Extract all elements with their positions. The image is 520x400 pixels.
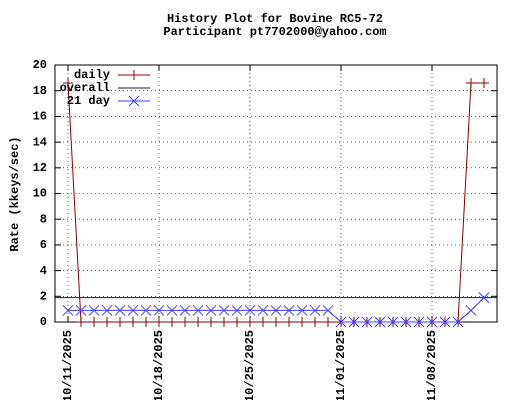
data-point — [439, 316, 451, 328]
legend-label: daily — [74, 68, 110, 82]
data-point — [270, 305, 282, 316]
y-tick-label: 0 — [40, 315, 47, 329]
data-point — [140, 305, 152, 316]
data-point — [478, 292, 490, 303]
data-point — [88, 305, 100, 316]
data-point — [75, 305, 87, 316]
data-point — [348, 316, 360, 328]
data-point — [141, 317, 151, 327]
x-tick-label: 10/25/2025 — [243, 330, 257, 400]
data-point — [206, 317, 216, 327]
data-point — [258, 317, 268, 327]
x-tick-label: 11/01/2025 — [334, 330, 348, 400]
data-point — [62, 305, 74, 316]
data-point — [101, 305, 113, 316]
legend-marker — [128, 95, 140, 107]
data-point — [335, 316, 347, 328]
data-point — [153, 305, 165, 316]
x-tick-label: 10/18/2025 — [152, 330, 166, 400]
data-point — [193, 317, 203, 327]
y-tick-label: 16 — [33, 110, 47, 124]
y-tick-label: 4 — [40, 264, 47, 278]
data-point — [374, 316, 386, 328]
data-point — [231, 305, 243, 316]
data-point — [128, 317, 138, 327]
data-point — [167, 317, 177, 327]
data-point — [76, 317, 86, 327]
data-point — [192, 305, 204, 316]
data-point — [166, 305, 178, 316]
y-tick-label: 6 — [40, 238, 47, 252]
data-point — [271, 317, 281, 327]
y-axis-label: Rate (kkeys/sec) — [8, 136, 22, 251]
data-point — [283, 305, 295, 316]
data-point — [179, 305, 191, 316]
data-point — [479, 77, 489, 88]
legend-marker — [129, 70, 139, 80]
data-point — [257, 305, 269, 316]
data-point — [284, 317, 294, 327]
data-point — [115, 317, 125, 327]
data-point — [102, 317, 112, 327]
data-point — [309, 305, 321, 316]
data-point — [310, 317, 320, 327]
y-tick-label: 18 — [33, 84, 47, 98]
data-point — [322, 305, 334, 316]
chart-subtitle: Participant pt7702000@yahoo.com — [163, 25, 386, 39]
data-point — [63, 77, 73, 88]
x-tick-label: 10/11/2025 — [61, 330, 75, 400]
y-tick-label: 14 — [33, 135, 47, 149]
y-tick-label: 20 — [33, 58, 47, 72]
legend-label: 21 day — [67, 94, 110, 108]
y-tick-label: 2 — [40, 289, 47, 303]
data-point — [180, 317, 190, 327]
data-point — [218, 305, 230, 316]
data-point — [205, 305, 217, 316]
chart-title: History Plot for Bovine RC5-72 — [167, 12, 383, 26]
data-point — [452, 316, 464, 328]
series-line — [67, 82, 484, 323]
data-point — [244, 305, 256, 316]
data-point — [232, 317, 242, 327]
data-point — [361, 316, 373, 328]
data-point — [296, 305, 308, 316]
y-tick-label: 12 — [33, 161, 47, 175]
data-point — [245, 317, 255, 327]
data-point — [154, 317, 164, 327]
data-point — [466, 77, 476, 88]
data-point — [400, 316, 412, 328]
data-point — [465, 305, 477, 316]
y-tick-label: 8 — [40, 212, 47, 226]
data-point — [297, 317, 307, 327]
data-point — [127, 305, 139, 316]
data-point — [323, 317, 333, 327]
data-point — [114, 305, 126, 316]
data-point — [89, 317, 99, 327]
legend-label: overall — [60, 81, 110, 95]
data-point — [413, 316, 425, 328]
data-point — [426, 316, 438, 328]
y-tick-label: 10 — [33, 187, 47, 201]
data-point — [219, 317, 229, 327]
x-tick-label: 11/08/2025 — [425, 330, 439, 400]
data-point — [387, 316, 399, 328]
